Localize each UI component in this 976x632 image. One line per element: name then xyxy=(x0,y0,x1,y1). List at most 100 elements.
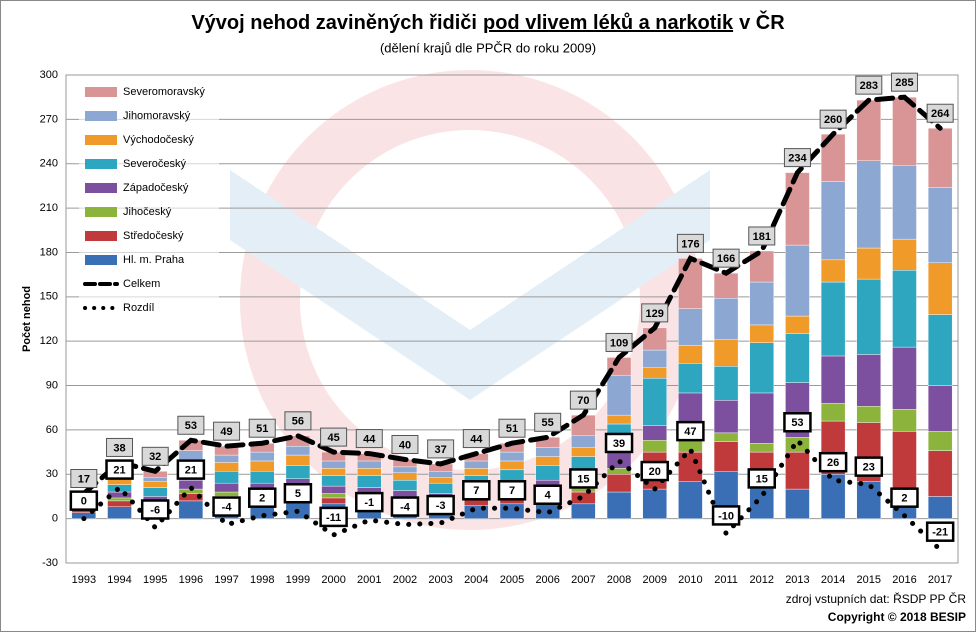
value-label: 283 xyxy=(860,80,878,92)
bar-segment xyxy=(606,450,632,469)
bar-segment xyxy=(214,471,239,484)
bar-segment xyxy=(713,441,739,472)
value-label: 15 xyxy=(756,473,768,485)
value-label-box xyxy=(140,499,170,520)
bar-segment xyxy=(927,187,953,264)
bar-segment xyxy=(357,468,382,476)
value-label-box xyxy=(783,148,811,168)
x-tick-label: 2007 xyxy=(571,574,595,586)
value-label: 56 xyxy=(292,416,304,428)
value-label-box xyxy=(390,496,420,517)
bar-segment xyxy=(749,281,774,326)
value-label: 0 xyxy=(81,496,87,508)
bar-segment xyxy=(856,160,881,249)
value-label-box xyxy=(748,226,776,246)
bar-segment xyxy=(785,244,810,317)
bar-segment xyxy=(892,96,917,166)
value-label-box xyxy=(284,411,312,431)
bar-segment xyxy=(927,314,953,386)
bar-segment xyxy=(357,475,382,488)
bar-segment xyxy=(713,366,739,401)
bar-segment xyxy=(785,172,810,246)
value-label-box xyxy=(248,418,276,438)
y-tick-label: 30 xyxy=(46,468,58,480)
value-label: 53 xyxy=(185,420,197,432)
x-tick-label: 1997 xyxy=(214,574,238,586)
value-label-box xyxy=(427,439,455,459)
value-label-box xyxy=(569,468,598,489)
value-label: 181 xyxy=(753,231,771,243)
x-tick-label: 2010 xyxy=(678,574,702,586)
value-label-box xyxy=(890,72,918,92)
bar-segment xyxy=(927,450,953,497)
x-tick-label: 1995 xyxy=(143,574,167,586)
bar-segment xyxy=(571,447,596,457)
value-label-box xyxy=(105,459,134,480)
y-tick-label: 270 xyxy=(40,113,58,125)
bar-segment xyxy=(749,443,774,453)
x-tick-label: 2000 xyxy=(321,574,345,586)
bar-segment xyxy=(499,503,525,519)
bar-segment xyxy=(571,435,596,448)
bar-segment xyxy=(785,488,810,519)
value-label-box xyxy=(676,420,705,442)
x-tick-label: 1999 xyxy=(286,574,310,586)
bar-segment xyxy=(321,475,346,487)
bar-segment xyxy=(392,479,418,491)
bar-segment xyxy=(927,496,953,519)
x-tick-label: 1993 xyxy=(72,574,96,586)
bar-segment xyxy=(464,468,489,476)
value-label: -21 xyxy=(932,527,948,539)
bar-segment xyxy=(606,491,632,519)
value-label-box xyxy=(355,429,383,449)
bar-segment xyxy=(321,485,346,494)
bar-segment xyxy=(250,460,275,472)
title-part: v ČR xyxy=(739,10,785,34)
bar-segment xyxy=(713,339,739,367)
value-label: 45 xyxy=(327,432,339,444)
value-label: 40 xyxy=(399,439,411,451)
plot-border xyxy=(65,74,959,564)
bar-segment xyxy=(285,465,311,479)
bar-segment xyxy=(678,451,703,482)
value-label: 285 xyxy=(895,77,913,89)
value-label: -11 xyxy=(326,512,341,524)
value-label: 55 xyxy=(542,417,554,429)
value-label-box xyxy=(70,468,98,488)
x-tick-label: 2003 xyxy=(428,574,452,586)
x-tick-label: 1996 xyxy=(179,574,203,586)
x-tick-label: 2008 xyxy=(607,574,631,586)
value-label-box xyxy=(854,456,884,477)
bar-segment xyxy=(820,474,846,519)
bar-segment xyxy=(820,259,846,283)
value-label-box xyxy=(605,332,633,352)
bar-segment xyxy=(142,481,168,488)
y-tick-label: -30 xyxy=(42,557,58,569)
bar-segment xyxy=(214,462,239,472)
x-tick-label: 1994 xyxy=(107,574,131,586)
x-tick-label: 2011 xyxy=(714,574,738,586)
legend-label: Celkem xyxy=(123,278,160,290)
bar-segment xyxy=(606,414,632,425)
bar-segment xyxy=(820,403,846,422)
value-label-box xyxy=(247,487,277,508)
bar-segment xyxy=(927,262,953,315)
value-label: 70 xyxy=(577,395,589,407)
value-label: 166 xyxy=(717,253,735,265)
value-label: -3 xyxy=(436,500,446,512)
bar-segment xyxy=(713,432,739,442)
value-label: -10 xyxy=(718,510,734,522)
value-label-box xyxy=(818,451,848,473)
value-label-box xyxy=(925,521,955,542)
legend-swatch xyxy=(85,255,117,265)
bar-segment xyxy=(571,503,596,519)
y-tick-label: 60 xyxy=(46,424,58,436)
bar-segment xyxy=(820,181,846,261)
bar-segment xyxy=(785,315,810,334)
legend-swatch xyxy=(85,159,117,169)
bar-segment xyxy=(285,454,311,466)
bar-segment xyxy=(178,500,204,519)
bar-segment xyxy=(820,281,846,357)
bar-segment xyxy=(499,460,525,471)
